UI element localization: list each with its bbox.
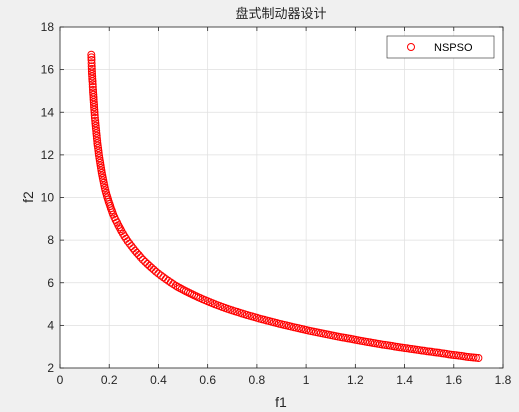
data-point-dense (430, 348, 439, 357)
data-point (114, 221, 123, 230)
data-point (94, 146, 103, 155)
axis-ticks: 0 0.2 0.4 0.6 0.8 1 1.2 1.4 1.6 1.8 2 4 6 8 10 12 14 16 18 (41, 20, 512, 387)
y-tick-label: 12 (41, 148, 55, 162)
data-point-dense (89, 90, 98, 99)
data-point-dense (88, 83, 97, 91)
data-point (92, 131, 101, 140)
legend-label: NSPSO (434, 42, 473, 54)
x-tick-label: 1 (303, 373, 310, 387)
data-point (87, 62, 96, 71)
x-tick-label: 1.4 (396, 373, 413, 387)
data-point-dense (471, 353, 480, 362)
data-point-dense (87, 67, 96, 76)
x-tick-label: 1.6 (445, 373, 462, 387)
data-point-dense (89, 98, 98, 107)
y-tick-label: 14 (41, 105, 55, 119)
data-point-dense (93, 136, 102, 145)
x-tick-label: 0.4 (150, 373, 167, 387)
data-point (90, 100, 98, 109)
data-point-dense (395, 343, 404, 352)
data-point (90, 108, 99, 117)
data-point-dense (90, 113, 99, 122)
data-point-dense (175, 284, 184, 292)
x-tick-label: 0.8 (249, 373, 266, 387)
legend-marker-icon (407, 43, 415, 51)
data-point (138, 255, 147, 264)
data-point-dense (88, 74, 97, 83)
data-point-dense (452, 351, 461, 360)
data-point-dense (437, 349, 446, 358)
data-point-dense (149, 265, 158, 274)
data-point (147, 263, 156, 272)
data-point-dense (136, 253, 145, 262)
chart-title: 盘式制动器设计 (235, 6, 326, 22)
data-point (378, 340, 387, 349)
data-point-dense (405, 344, 414, 353)
x-axis-label: f1 (275, 394, 287, 410)
data-point (134, 251, 143, 259)
data-point-dense (94, 144, 103, 153)
y-tick-label: 18 (41, 20, 55, 34)
data-point-dense (132, 248, 141, 257)
x-tick-label: 1.8 (495, 373, 512, 387)
data-point-dense (383, 341, 392, 350)
data-point-dense (88, 80, 97, 89)
x-tick-label: 0 (57, 373, 64, 387)
legend: NSPSO (386, 35, 495, 59)
data-point-dense (417, 346, 426, 355)
legend-box (386, 35, 495, 59)
data-point-dense (91, 121, 100, 130)
data-point (474, 354, 483, 362)
x-tick-label: 0.6 (199, 373, 216, 387)
data-points (87, 50, 483, 362)
data-point-dense (115, 223, 124, 232)
data-point-dense (425, 347, 434, 356)
data-point (93, 139, 102, 148)
data-point (88, 77, 97, 86)
data-point-dense (410, 345, 419, 354)
y-tick-label: 2 (47, 361, 54, 375)
data-point-dense (90, 111, 99, 120)
x-tick-label: 1.2 (347, 373, 364, 387)
data-point-dense (87, 64, 96, 73)
data-point-dense (141, 257, 150, 266)
x-tick-label: 0.2 (101, 373, 118, 387)
y-tick-label: 10 (41, 191, 55, 205)
data-point-dense (88, 72, 97, 81)
data-point-dense (92, 129, 101, 138)
data-point-dense (90, 103, 99, 112)
data-point-dense (90, 105, 99, 114)
data-point (171, 281, 180, 290)
data-point-dense (89, 95, 98, 104)
data-point (449, 351, 458, 359)
data-point (422, 347, 431, 356)
data-point (91, 124, 100, 133)
data-point (87, 56, 96, 64)
data-point (152, 267, 160, 276)
data-point-dense (447, 350, 456, 359)
data-point-dense (92, 126, 101, 135)
data-point-dense (169, 280, 178, 289)
data-point-dense (469, 353, 478, 362)
y-tick-label: 6 (47, 276, 54, 290)
y-axis-label: f2 (20, 191, 36, 203)
data-point (87, 50, 96, 59)
data-point-dense (454, 351, 463, 360)
data-point (89, 93, 98, 102)
data-point-dense (87, 53, 96, 62)
y-tick-label: 4 (47, 318, 54, 332)
data-point-dense (179, 286, 188, 295)
data-point-dense (94, 149, 103, 158)
data-point-dense (87, 59, 96, 68)
y-tick-label: 8 (47, 233, 54, 247)
y-tick-label: 16 (41, 63, 55, 77)
